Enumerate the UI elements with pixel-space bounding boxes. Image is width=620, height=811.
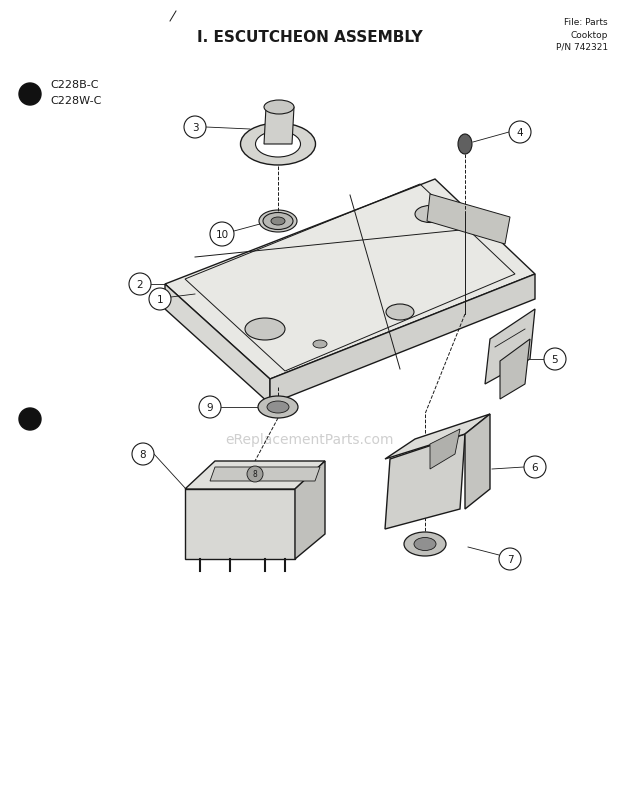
Ellipse shape <box>267 216 289 228</box>
Polygon shape <box>185 461 325 489</box>
Polygon shape <box>500 340 530 400</box>
Polygon shape <box>430 430 460 470</box>
Ellipse shape <box>245 319 285 341</box>
Polygon shape <box>485 310 535 384</box>
Circle shape <box>149 289 171 311</box>
Circle shape <box>199 397 221 418</box>
Text: C228B-C
C228W-C: C228B-C C228W-C <box>50 80 102 105</box>
Text: File: Parts
Cooktop
P/N 742321: File: Parts Cooktop P/N 742321 <box>556 18 608 52</box>
Ellipse shape <box>259 211 297 233</box>
Circle shape <box>499 548 521 570</box>
Ellipse shape <box>258 397 298 418</box>
Polygon shape <box>264 108 294 145</box>
Polygon shape <box>210 467 320 482</box>
Polygon shape <box>165 285 270 405</box>
Text: 10: 10 <box>215 230 229 240</box>
Ellipse shape <box>404 532 446 556</box>
Text: 5: 5 <box>552 354 559 365</box>
Text: 6: 6 <box>532 462 538 473</box>
Text: 4: 4 <box>516 128 523 138</box>
Ellipse shape <box>271 217 285 225</box>
Polygon shape <box>427 195 510 245</box>
Text: I. ESCUTCHEON ASSEMBLY: I. ESCUTCHEON ASSEMBLY <box>197 31 423 45</box>
Ellipse shape <box>255 132 301 158</box>
Circle shape <box>247 466 263 483</box>
Text: 9: 9 <box>206 402 213 413</box>
Text: 7: 7 <box>507 554 513 564</box>
Polygon shape <box>270 275 535 405</box>
Polygon shape <box>465 414 490 509</box>
Text: 8: 8 <box>252 470 257 479</box>
Circle shape <box>544 349 566 371</box>
Text: eReplacementParts.com: eReplacementParts.com <box>226 432 394 446</box>
Circle shape <box>19 84 41 106</box>
Polygon shape <box>385 414 490 460</box>
Text: 3: 3 <box>192 122 198 133</box>
Circle shape <box>19 409 41 431</box>
Polygon shape <box>185 489 295 560</box>
Ellipse shape <box>267 401 289 414</box>
Polygon shape <box>385 435 465 530</box>
Circle shape <box>524 457 546 478</box>
Circle shape <box>132 444 154 466</box>
Polygon shape <box>295 461 325 560</box>
Ellipse shape <box>458 135 472 155</box>
Text: 8: 8 <box>140 449 146 460</box>
Ellipse shape <box>241 124 316 165</box>
Circle shape <box>129 273 151 296</box>
Polygon shape <box>165 180 535 380</box>
Ellipse shape <box>264 101 294 115</box>
Ellipse shape <box>386 305 414 320</box>
Ellipse shape <box>414 538 436 551</box>
Ellipse shape <box>263 213 293 230</box>
Circle shape <box>210 223 234 247</box>
Text: 1: 1 <box>157 294 163 305</box>
Ellipse shape <box>415 206 445 223</box>
Circle shape <box>184 117 206 139</box>
Text: 2: 2 <box>136 280 143 290</box>
Circle shape <box>509 122 531 144</box>
Ellipse shape <box>313 341 327 349</box>
